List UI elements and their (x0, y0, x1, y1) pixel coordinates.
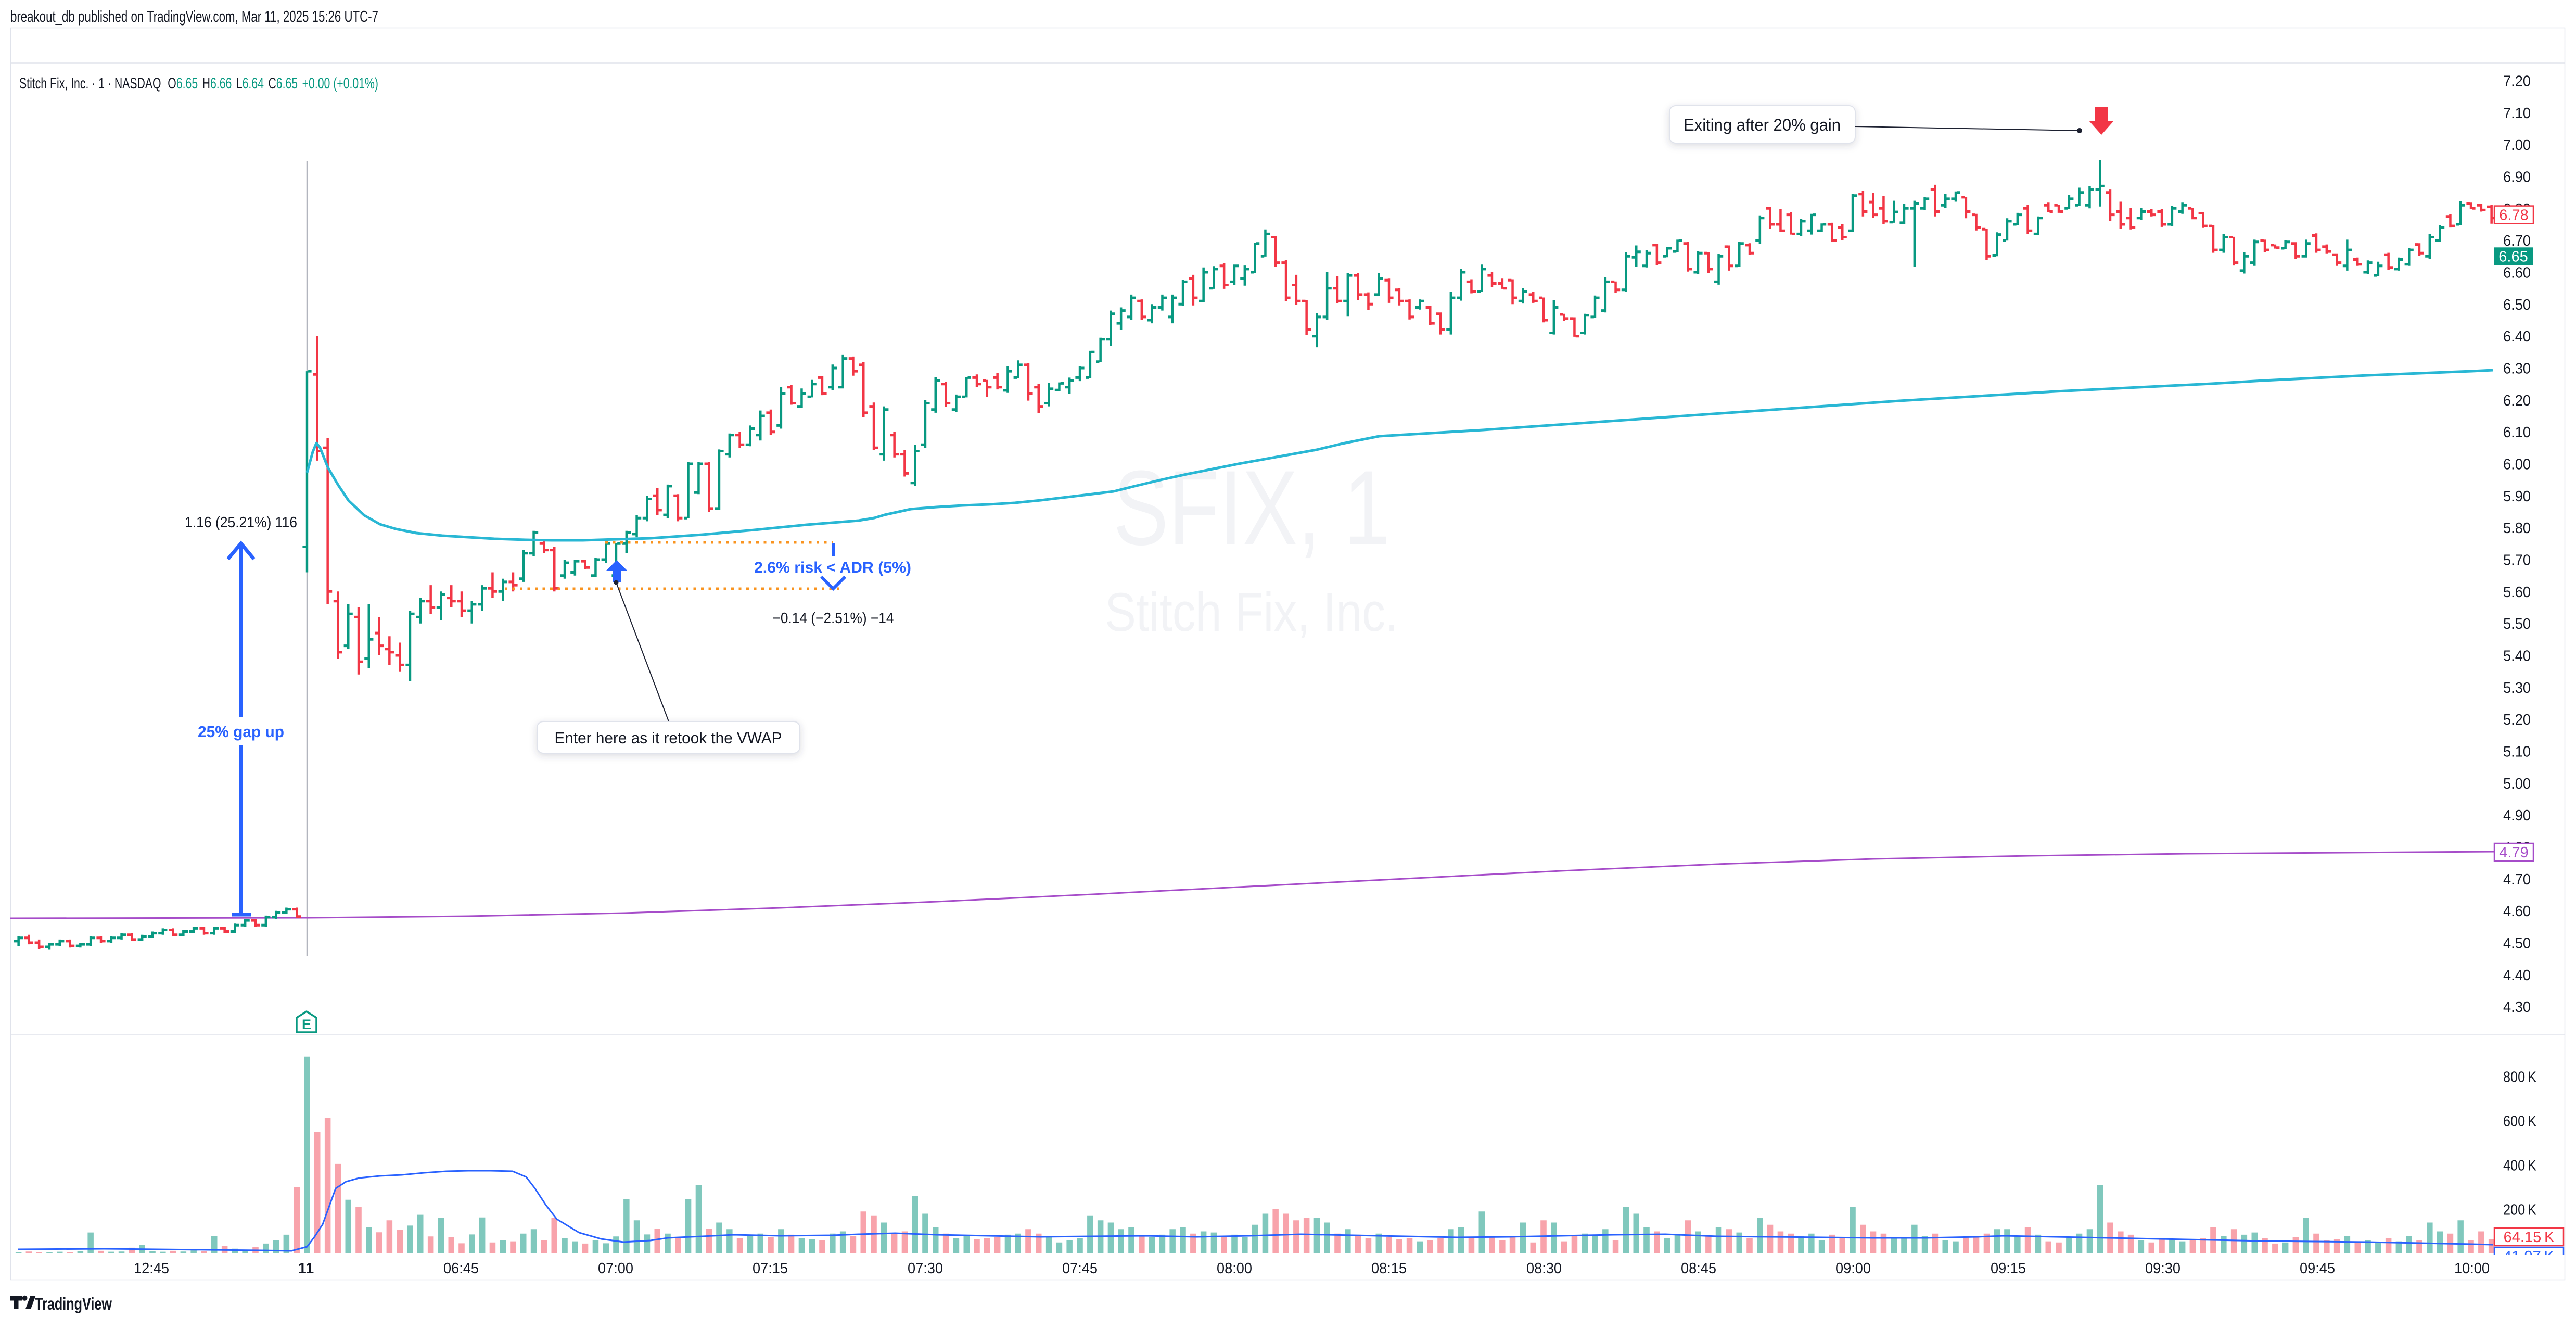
svg-text:SFIX, 1: SFIX, 1 (1113, 449, 1390, 567)
svg-text:08:15: 08:15 (1371, 1260, 1407, 1277)
svg-text:5.80: 5.80 (2503, 520, 2531, 537)
svg-text:Enter here as it retook the VW: Enter here as it retook the VWAP (555, 729, 782, 747)
svg-text:07:15: 07:15 (753, 1260, 788, 1277)
svg-text:7.20: 7.20 (2503, 73, 2531, 90)
svg-text:2.6% risk < ADR (5%): 2.6% risk < ADR (5%) (754, 559, 911, 576)
svg-text:08:00: 08:00 (1217, 1260, 1252, 1277)
svg-text:5.60: 5.60 (2503, 584, 2531, 601)
svg-text:5.40: 5.40 (2503, 648, 2531, 665)
svg-text:6.40: 6.40 (2503, 328, 2531, 345)
svg-text:25% gap up: 25% gap up (198, 723, 284, 741)
svg-text:11: 11 (298, 1260, 314, 1277)
svg-text:12:45: 12:45 (134, 1260, 169, 1277)
svg-text:200 K: 200 K (2503, 1202, 2537, 1219)
svg-text:09:00: 09:00 (1835, 1260, 1871, 1277)
svg-text:6.10: 6.10 (2503, 424, 2531, 441)
svg-text:5.50: 5.50 (2503, 616, 2531, 632)
svg-text:Stitch Fix, Inc.: Stitch Fix, Inc. (1105, 582, 1398, 643)
svg-text:07:45: 07:45 (1062, 1260, 1098, 1277)
svg-text:6.90: 6.90 (2503, 169, 2531, 186)
svg-text:6.20: 6.20 (2503, 392, 2531, 409)
svg-text:5.30: 5.30 (2503, 680, 2531, 697)
svg-text:6.50: 6.50 (2503, 297, 2531, 313)
svg-text:4.50: 4.50 (2503, 935, 2531, 952)
svg-text:6.00: 6.00 (2503, 457, 2531, 473)
svg-text:1.16 (25.21%) 116: 1.16 (25.21%) 116 (185, 514, 297, 531)
svg-text:09:30: 09:30 (2145, 1260, 2180, 1277)
svg-text:5.10: 5.10 (2503, 744, 2531, 761)
svg-text:4.90: 4.90 (2503, 807, 2531, 824)
svg-text:08:45: 08:45 (1681, 1260, 1716, 1277)
svg-text:4.60: 4.60 (2503, 903, 2531, 920)
svg-text:6.65: 6.65 (2498, 248, 2528, 265)
svg-text:10:00: 10:00 (2454, 1260, 2490, 1277)
svg-text:07:00: 07:00 (598, 1260, 633, 1277)
svg-text:TradingView: TradingView (35, 1294, 112, 1313)
svg-text:600 K: 600 K (2503, 1113, 2537, 1130)
svg-text:4.30: 4.30 (2503, 999, 2531, 1016)
svg-text:5.90: 5.90 (2503, 488, 2531, 505)
svg-text:7.00: 7.00 (2503, 137, 2531, 154)
svg-text:E: E (302, 1017, 311, 1032)
svg-text:Exiting after 20% gain: Exiting after 20% gain (1684, 116, 1841, 134)
svg-text:64.15 K: 64.15 K (2504, 1229, 2555, 1246)
svg-text:6.78: 6.78 (2499, 207, 2528, 224)
svg-text:800 K: 800 K (2503, 1069, 2537, 1086)
svg-text:4.79: 4.79 (2499, 844, 2528, 861)
svg-text:6.30: 6.30 (2503, 361, 2531, 377)
svg-text:7.10: 7.10 (2503, 105, 2531, 122)
svg-text:breakout_db published on Tradi: breakout_db published on TradingView.com… (10, 7, 378, 26)
svg-text:−0.14 (−2.51%) −14: −0.14 (−2.51%) −14 (773, 610, 894, 627)
svg-text:5.20: 5.20 (2503, 712, 2531, 728)
svg-text:6.70: 6.70 (2503, 233, 2531, 249)
svg-text:07:30: 07:30 (908, 1260, 943, 1277)
svg-text:06:45: 06:45 (443, 1260, 479, 1277)
svg-text:41.97 K: 41.97 K (2503, 1248, 2554, 1265)
svg-text:09:15: 09:15 (1991, 1260, 2026, 1277)
svg-text:5.00: 5.00 (2503, 776, 2531, 792)
svg-text:6.60: 6.60 (2503, 265, 2531, 282)
svg-text:08:30: 08:30 (1526, 1260, 1562, 1277)
svg-text:5.70: 5.70 (2503, 552, 2531, 569)
svg-text:4.70: 4.70 (2503, 871, 2531, 888)
svg-text:09:45: 09:45 (2300, 1260, 2335, 1277)
svg-text:400 K: 400 K (2503, 1158, 2537, 1174)
svg-text:4.40: 4.40 (2503, 967, 2531, 984)
